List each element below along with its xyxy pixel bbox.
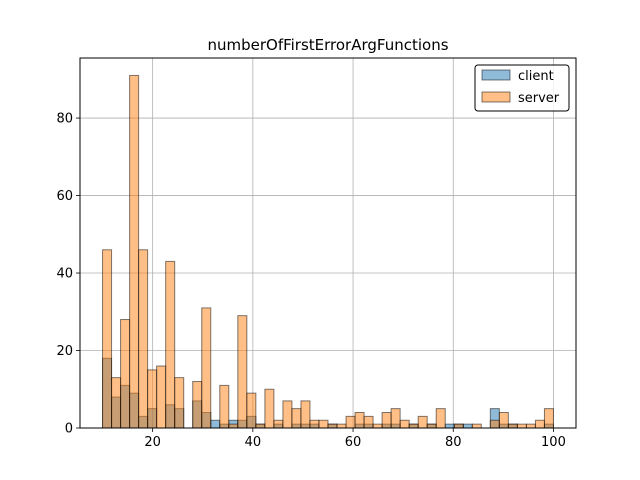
server-bar: [408, 423, 419, 429]
client-bar: [462, 423, 473, 429]
y-tick-label: 40: [56, 267, 73, 282]
client-bar: [444, 423, 455, 429]
y-tick-label: 60: [56, 189, 73, 204]
x-tick-label: 20: [144, 435, 161, 450]
y-tick-label: 20: [56, 344, 73, 359]
chart-title: numberOfFirstErrorArgFunctions: [207, 36, 448, 54]
server-bar: [435, 408, 446, 429]
x-axis: 20 40 60 80 100: [144, 428, 566, 450]
server-bar: [543, 408, 554, 429]
legend: client server: [474, 64, 570, 112]
server-bar: [237, 315, 248, 429]
server-bar: [399, 419, 410, 429]
server-bar: [327, 423, 338, 429]
server-bar: [453, 423, 464, 429]
server-bar: [318, 419, 329, 429]
server-bar: [138, 249, 149, 429]
server-bar: [291, 408, 302, 429]
server-bar: [381, 412, 392, 429]
y-axis: 0 20 40 60 80: [56, 112, 80, 437]
x-tick-label: 100: [541, 435, 566, 450]
y-tick-label: 0: [65, 422, 73, 437]
server-bar: [156, 365, 167, 429]
server-bar: [147, 369, 158, 429]
server-bar: [282, 400, 293, 429]
server-bar: [363, 415, 374, 429]
server-bar: [534, 419, 545, 429]
legend-swatch-server: [481, 91, 511, 103]
server-bar: [255, 423, 266, 429]
server-bar: [219, 384, 230, 429]
server-bar: [273, 419, 284, 429]
server-bar: [201, 307, 212, 429]
server-bar: [300, 400, 311, 429]
server-bar: [372, 423, 383, 429]
server-bar: [129, 74, 140, 429]
server-bar: [165, 260, 176, 429]
y-tick-label: 80: [56, 112, 73, 127]
server-bar: [471, 423, 482, 429]
server-bar: [246, 392, 257, 429]
server-bar: [345, 415, 356, 429]
server-bar: [111, 377, 122, 429]
server-bar: [525, 423, 536, 429]
server-bar: [390, 408, 401, 429]
legend-label-server: server: [518, 91, 560, 106]
x-tick-label: 60: [345, 435, 362, 450]
server-bar: [489, 419, 500, 429]
server-bar: [192, 381, 203, 429]
client-bar: [210, 419, 221, 429]
server-bar: [120, 319, 131, 429]
server-bar: [336, 423, 347, 429]
server-bar: [417, 415, 428, 429]
x-tick-label: 80: [445, 435, 462, 450]
server-bar: [264, 388, 275, 429]
server-bar: [516, 423, 527, 429]
legend-label-client: client: [518, 69, 554, 84]
plot-frame: [79, 57, 577, 429]
server-bar: [228, 423, 239, 429]
legend-swatch-client: [481, 69, 511, 81]
server-bar: [102, 249, 113, 429]
server-bar: [498, 412, 509, 429]
server-bar: [426, 423, 437, 429]
server-bar: [507, 423, 518, 429]
server-bar: [309, 419, 320, 429]
server-bar: [174, 377, 185, 429]
x-tick-label: 40: [245, 435, 262, 450]
server-bar: [354, 412, 365, 429]
